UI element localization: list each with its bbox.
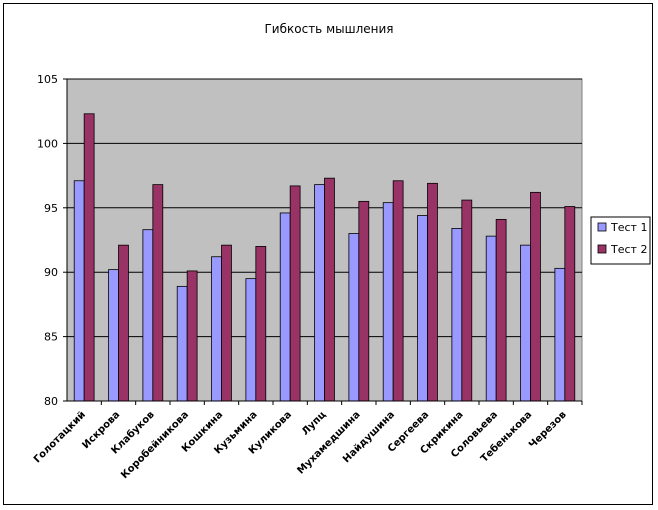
bar-test1-8: [348, 233, 360, 402]
x-tick-label: Мухамедшина: [296, 409, 363, 476]
legend: Тест 1 Тест 2: [590, 216, 651, 265]
bar-chart: Гибкость мышления 80 85 90 95 100 105 Голотац…: [32, 22, 651, 481]
bar-test1-4: [211, 256, 222, 402]
y-tick-label: 90: [44, 266, 58, 279]
y-tick-label: 100: [37, 137, 58, 150]
bar-test1-13: [520, 244, 531, 402]
bar-test2-13: [530, 191, 541, 402]
y-tick-label: 95: [44, 202, 58, 215]
bar-test1-12: [485, 235, 497, 402]
bar-test1-0: [73, 180, 85, 402]
bar-test2-2: [152, 184, 164, 402]
x-tick-label: Черезов: [527, 409, 569, 451]
bar-test2-14: [564, 206, 576, 402]
axes: [63, 78, 583, 405]
bar-test1-14: [554, 267, 566, 402]
bar-test2-7: [324, 177, 335, 402]
legend-label: Тест 1: [610, 221, 647, 234]
bar-test2-9: [392, 180, 404, 402]
y-tick-labels: 80 85 90 95 100 105: [37, 73, 58, 408]
bar-test1-2: [142, 229, 154, 402]
y-tick-label: 105: [37, 73, 58, 86]
x-tick-labels: ГолотацкийИскроваКлабуковКоробейниковаКо…: [32, 409, 569, 481]
legend-swatch: [597, 222, 607, 232]
y-tick-label: 80: [44, 395, 58, 408]
bar-test2-0: [83, 113, 95, 402]
bar-test2-1: [118, 244, 129, 402]
bar-test2-11: [461, 199, 473, 402]
bar-test2-12: [495, 218, 507, 402]
x-tick-label: Коробейникова: [119, 409, 191, 481]
x-tick-label: Лупц: [300, 409, 328, 437]
bar-test1-3: [176, 285, 188, 402]
bar-test2-6: [289, 185, 301, 402]
bar-test1-11: [451, 228, 463, 402]
y-tick-label: 85: [44, 331, 58, 344]
bar-test2-8: [358, 200, 370, 402]
bar-test2-4: [221, 244, 232, 402]
bar-test1-1: [108, 269, 119, 402]
bar-test2-3: [186, 270, 198, 402]
bar-test2-10: [427, 182, 438, 402]
bar-test1-9: [382, 202, 394, 402]
legend-label: Тест 2: [610, 243, 647, 256]
x-tick-label: Голотацкий: [32, 409, 88, 465]
bar-test1-10: [417, 215, 428, 402]
bar-test2-5: [255, 246, 267, 402]
legend-swatch: [597, 244, 607, 254]
bar-test1-7: [314, 184, 325, 402]
bar-test1-5: [245, 278, 257, 402]
bar-test1-6: [279, 212, 291, 402]
chart-frame: Гибкость мышления 80 85 90 95 100 105 Голотац…: [3, 3, 653, 505]
chart-title: Гибкость мышления: [264, 22, 393, 36]
